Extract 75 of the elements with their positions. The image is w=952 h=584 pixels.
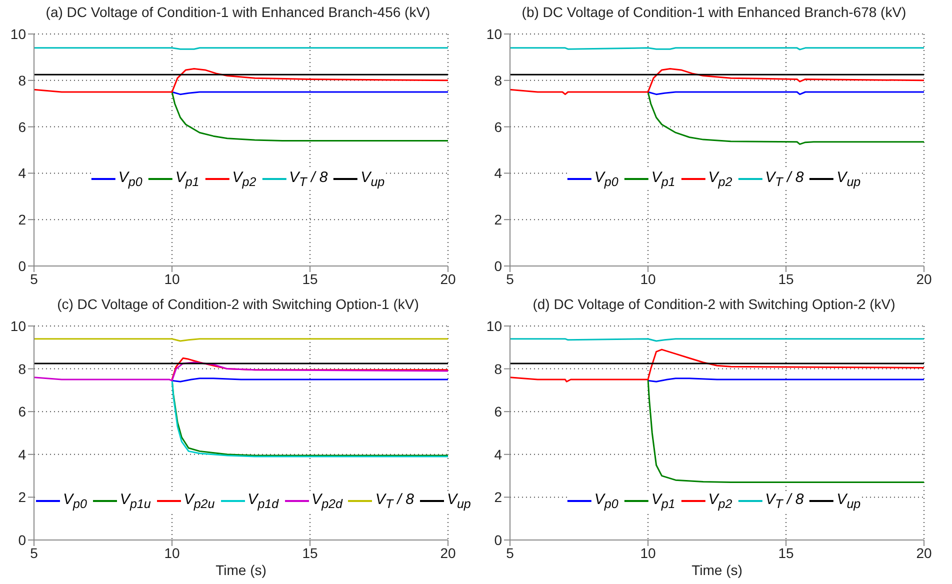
legend-label: V$_{p0}$ [118, 168, 142, 189]
legend-label: V$_{T}$ / 8 [375, 490, 414, 511]
legend-label: V$_{p0}$ [594, 490, 618, 511]
legend-label: V$_{up}$ [446, 490, 471, 511]
y-tick-label: 2 [494, 489, 502, 506]
legend-label: V$_{p1}$ [651, 490, 676, 511]
y-tick-label: 4 [494, 165, 502, 182]
y-tick-label: 4 [18, 165, 26, 182]
x-axis-title: Time (s) [692, 562, 742, 578]
legend-label: V$_{p1u}$ [120, 490, 151, 511]
y-tick-label: 0 [494, 532, 502, 548]
x-tick-label: 15 [778, 270, 794, 287]
legend-label: V$_{p2d}$ [312, 490, 342, 511]
y-tick-label: 6 [18, 404, 26, 420]
y-tick-label: 6 [18, 118, 26, 135]
legend-label: V$_{p0}$ [594, 168, 618, 189]
line-series [510, 68, 924, 96]
x-tick-label: 10 [640, 544, 656, 561]
y-tick-label: 6 [494, 118, 502, 135]
x-tick-label: 15 [778, 544, 794, 561]
y-tick-label: 2 [494, 212, 502, 228]
legend-label: V$_{up}$ [836, 168, 861, 189]
y-tick-label: 0 [18, 258, 26, 274]
legend-label: V$_{T}$ / 8 [765, 490, 804, 511]
y-tick-label: 0 [494, 258, 502, 274]
chart-title: (d) DC Voltage of Condition-2 with Switching Option-2 (kV) [532, 296, 896, 312]
legend-label: V$_{up}$ [360, 168, 385, 189]
y-tick-label: 0 [18, 532, 26, 548]
x-tick-label: 5 [30, 544, 38, 561]
y-tick-label: 10 [10, 318, 26, 334]
y-tick-label: 4 [494, 446, 502, 462]
legend-label: V$_{p2}$ [708, 490, 732, 511]
y-tick-label: 8 [494, 72, 502, 88]
x-tick-label: 5 [30, 270, 38, 287]
legend-label: V$_{up}$ [836, 490, 861, 511]
x-tick-label: 20 [440, 270, 456, 287]
y-tick-label: 2 [18, 212, 26, 228]
chart-title: (a) DC Voltage of Condition-1 with Enhanced Branch-456 (kV) [44, 4, 432, 20]
x-tick-label: 10 [164, 270, 180, 287]
y-tick-label: 4 [18, 446, 26, 462]
y-tick-label: 10 [486, 26, 502, 42]
legend-label: V$_{T}$ / 8 [765, 168, 804, 189]
y-tick-label: 8 [18, 72, 26, 88]
x-tick-label: 10 [164, 544, 180, 561]
line-series [171, 91, 448, 142]
legend-label: V$_{p2}$ [708, 168, 732, 189]
line-series [34, 68, 448, 93]
legend-label: V$_{p2u}$ [184, 490, 215, 511]
x-tick-label: 15 [302, 270, 318, 287]
line-series [510, 348, 924, 382]
x-tick-label: 5 [506, 270, 514, 287]
legend-label: V$_{p0}$ [63, 490, 87, 511]
y-tick-label: 8 [18, 360, 26, 377]
x-tick-label: 10 [640, 270, 656, 287]
legend-label: V$_{p1d}$ [248, 490, 279, 511]
legend-label: V$_{T}$ / 8 [289, 168, 328, 189]
line-series [647, 91, 924, 145]
y-tick-label: 6 [494, 404, 502, 420]
line-series [647, 378, 924, 483]
y-tick-label: 2 [18, 489, 26, 506]
y-tick-label: 8 [494, 360, 502, 377]
y-tick-label: 10 [486, 318, 502, 334]
chart-title: (c) DC Voltage of Condition-2 with Switching Option-1 (kV) [56, 296, 420, 312]
x-tick-label: 20 [916, 270, 932, 287]
y-tick-label: 10 [10, 26, 26, 42]
legend-label: V$_{p2}$ [232, 168, 256, 189]
x-tick-label: 20 [916, 544, 932, 561]
x-tick-label: 5 [506, 544, 514, 561]
line-series [34, 362, 448, 382]
chart-title: (b) DC Voltage of Condition-1 with Enhanced Branch-678 (kV) [520, 4, 908, 20]
legend-label: V$_{p1}$ [651, 168, 676, 189]
x-tick-label: 15 [302, 544, 318, 561]
x-tick-label: 20 [440, 544, 456, 561]
legend-label: V$_{p1}$ [175, 168, 200, 189]
x-axis-title: Time (s) [216, 562, 266, 578]
